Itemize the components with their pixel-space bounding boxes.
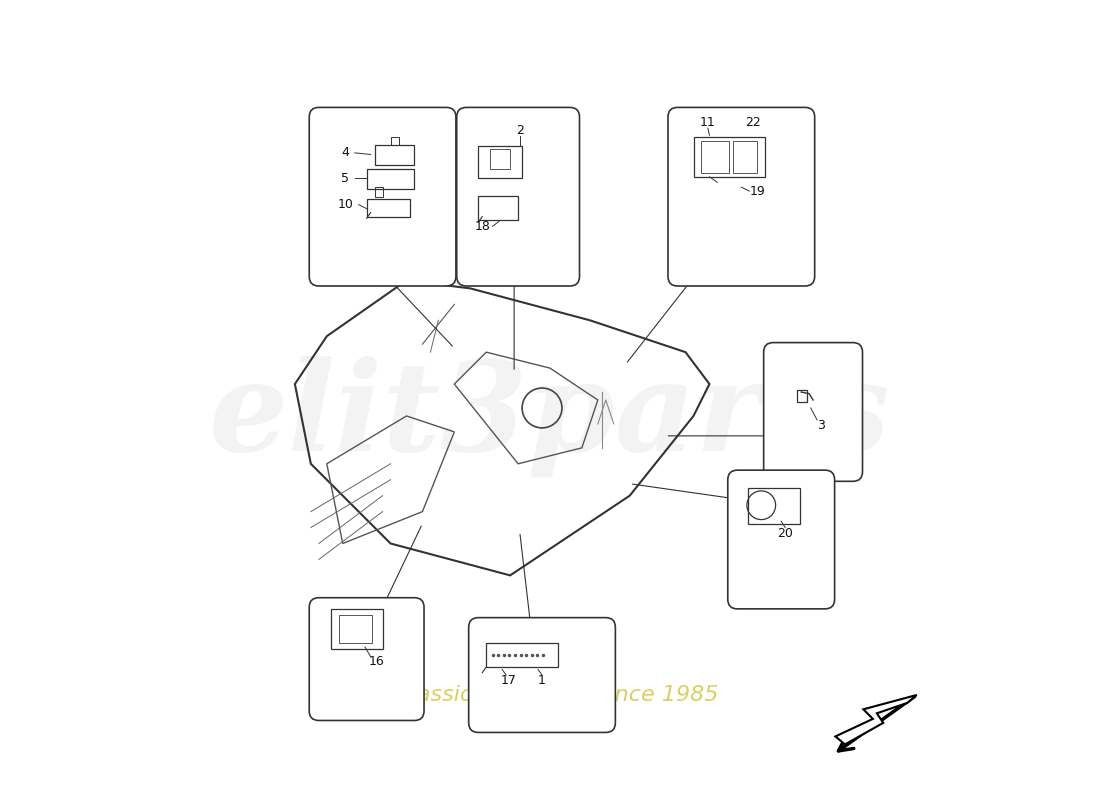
Text: 3: 3 [817,419,825,432]
Bar [390,137,398,145]
FancyBboxPatch shape [668,107,815,286]
FancyBboxPatch shape [309,107,455,286]
Bar [375,145,415,165]
Text: 10: 10 [338,198,353,211]
Bar [491,149,510,169]
Text: 1: 1 [538,674,546,687]
Polygon shape [835,695,916,744]
Text: 11: 11 [700,116,716,129]
Bar [478,146,522,178]
Text: 5: 5 [341,172,349,185]
Bar [702,141,729,173]
Bar [366,199,410,217]
FancyBboxPatch shape [469,618,615,733]
Bar [331,609,383,649]
Bar [339,615,372,643]
Bar [366,169,415,189]
Text: 19: 19 [749,185,766,198]
Text: 17: 17 [500,674,517,687]
Text: 16: 16 [370,655,385,668]
Text: 2: 2 [516,124,524,137]
Text: 4: 4 [341,146,349,159]
Bar [798,390,806,402]
Text: a passion for parts since 1985: a passion for parts since 1985 [382,685,718,705]
Bar [486,643,558,667]
Bar [734,141,757,173]
Text: 18: 18 [474,220,491,233]
Text: 20: 20 [778,527,793,541]
Text: elit3parts: elit3parts [209,355,891,477]
Bar [478,196,518,220]
Bar [693,137,766,177]
FancyBboxPatch shape [456,107,580,286]
FancyBboxPatch shape [763,342,862,482]
FancyBboxPatch shape [728,470,835,609]
Text: 22: 22 [746,116,761,129]
FancyBboxPatch shape [309,598,424,721]
Bar [748,488,800,523]
Bar [375,187,383,197]
